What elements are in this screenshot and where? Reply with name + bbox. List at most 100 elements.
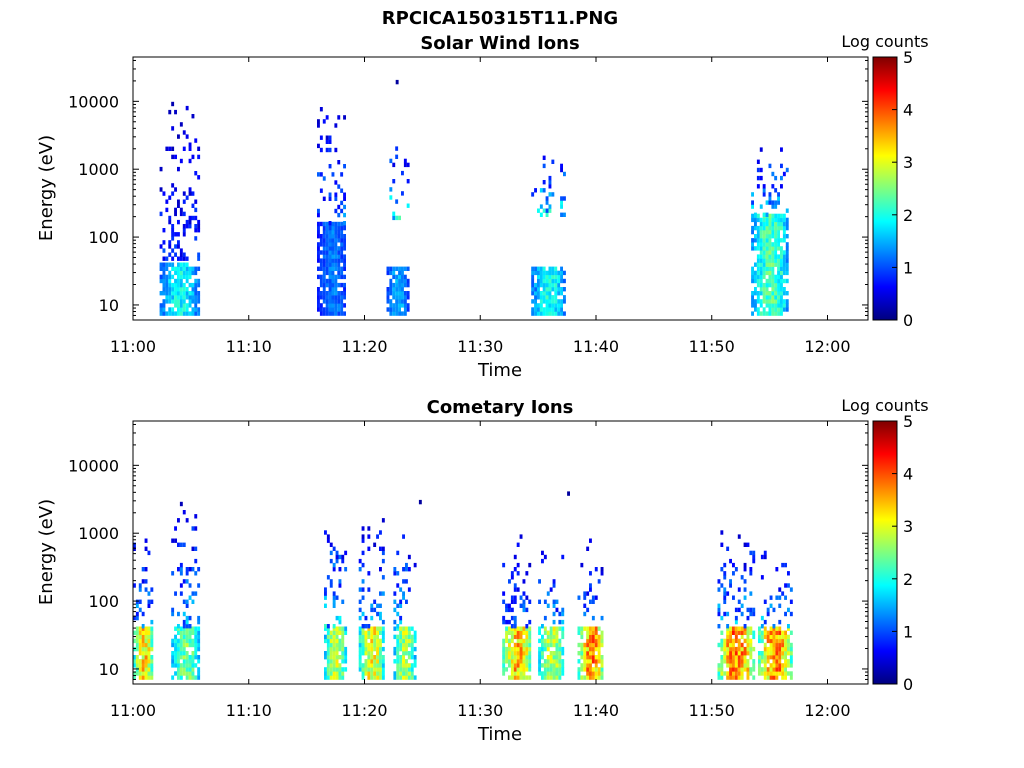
- heatmap-cell: [322, 250, 326, 255]
- heatmap-cell: [191, 191, 195, 196]
- heatmap-cell: [758, 630, 761, 635]
- heatmap-cell: [751, 303, 754, 308]
- heatmap-cell: [185, 599, 189, 604]
- heatmap-cell: [769, 634, 773, 640]
- heatmap-cell: [546, 646, 550, 652]
- heatmap-cell: [729, 642, 732, 648]
- heatmap-cell: [558, 659, 562, 664]
- heatmap-cell: [325, 262, 329, 267]
- heatmap-cell: [334, 295, 338, 300]
- heatmap-cell: [519, 626, 523, 631]
- heatmap-cell: [325, 250, 329, 255]
- heatmap-cell: [381, 626, 385, 631]
- heatmap-cell: [768, 221, 772, 227]
- heatmap-cell: [760, 638, 764, 644]
- x-tick-label: 11:00: [110, 701, 156, 720]
- heatmap-cell: [361, 587, 365, 592]
- colorbar-tick-label: 4: [903, 465, 913, 484]
- x-tick-label: 11:20: [341, 337, 387, 356]
- heatmap-cell: [364, 624, 368, 629]
- heatmap-cell: [376, 611, 379, 617]
- heatmap-cell: [191, 667, 195, 672]
- heatmap-cell: [754, 270, 757, 276]
- heatmap-cell: [177, 626, 180, 631]
- heatmap-cell: [334, 250, 338, 255]
- heatmap-cell: [732, 659, 735, 664]
- heatmap-cell: [768, 234, 772, 239]
- heatmap-cell: [505, 619, 508, 625]
- heatmap-cell: [393, 675, 397, 680]
- heatmap-cell: [784, 611, 787, 617]
- heatmap-cell: [328, 229, 332, 235]
- heatmap-cell: [185, 303, 189, 308]
- heatmap-cell: [185, 256, 189, 261]
- heatmap-cell: [751, 217, 754, 223]
- heatmap-cell: [519, 655, 523, 660]
- heatmap-cell: [762, 295, 766, 300]
- heatmap-cell: [144, 655, 148, 660]
- heatmap-cell: [774, 229, 778, 235]
- heatmap-cell: [188, 146, 192, 151]
- heatmap-cell: [319, 307, 323, 312]
- heatmap-cell: [326, 655, 330, 660]
- heatmap-cell: [171, 571, 175, 576]
- heatmap-cell: [782, 234, 786, 239]
- heatmap-cell: [554, 270, 558, 276]
- heatmap-cell: [317, 246, 320, 251]
- heatmap-cell: [782, 266, 786, 271]
- heatmap-cell: [332, 546, 336, 551]
- heatmap-cell: [567, 491, 570, 496]
- heatmap-cell: [341, 599, 345, 604]
- heatmap-cell: [376, 659, 379, 664]
- heatmap-cell: [784, 583, 787, 588]
- heatmap-cell: [746, 671, 750, 676]
- heatmap-cell: [337, 115, 341, 120]
- heatmap-cell: [367, 534, 371, 539]
- heatmap-cell: [541, 642, 544, 648]
- colorbar-tick-label: 2: [903, 206, 913, 225]
- heatmap-cell: [381, 518, 385, 523]
- heatmap-cell: [771, 225, 775, 231]
- heatmap-cell: [358, 607, 362, 613]
- heatmap-cell: [147, 659, 151, 664]
- heatmap-cell: [177, 567, 180, 572]
- heatmap-cell: [534, 291, 537, 296]
- heatmap-cell: [376, 638, 379, 644]
- heatmap-cell: [177, 659, 180, 664]
- heatmap-cell: [594, 595, 598, 600]
- heatmap-cell: [543, 659, 547, 664]
- heatmap-cell: [781, 630, 785, 635]
- heatmap-cell: [777, 238, 780, 243]
- heatmap-cell: [159, 266, 163, 271]
- heatmap-cell: [549, 626, 553, 631]
- heatmap-cell: [785, 246, 789, 251]
- heatmap-cell: [551, 295, 555, 300]
- heatmap-cell: [159, 187, 163, 192]
- heatmap-cell: [510, 571, 514, 576]
- heatmap-cell: [182, 634, 186, 640]
- heatmap-cell: [331, 282, 335, 288]
- heatmap-cell: [525, 663, 529, 668]
- heatmap-cell: [513, 626, 517, 631]
- heatmap-cell: [401, 295, 404, 300]
- heatmap-cell: [165, 311, 169, 316]
- heatmap-cell: [516, 542, 520, 547]
- heatmap-cell: [334, 180, 338, 185]
- heatmap-cell: [379, 603, 382, 608]
- heatmap-cell: [528, 675, 532, 680]
- heatmap-cell: [147, 675, 151, 680]
- heatmap-cell: [543, 646, 547, 652]
- heatmap-cell: [197, 671, 201, 676]
- heatmap-cell: [379, 591, 382, 596]
- heatmap-cell: [376, 634, 379, 640]
- heatmap-cell: [376, 626, 379, 631]
- heatmap-cell: [135, 603, 139, 608]
- heatmap-cell: [541, 634, 544, 640]
- y-tick-label: 10000: [68, 456, 119, 475]
- heatmap-cell: [539, 307, 543, 312]
- heatmap-cell: [185, 655, 189, 660]
- heatmap-cell: [182, 311, 186, 316]
- heatmap-cell: [740, 667, 744, 672]
- heatmap-cell: [777, 196, 780, 201]
